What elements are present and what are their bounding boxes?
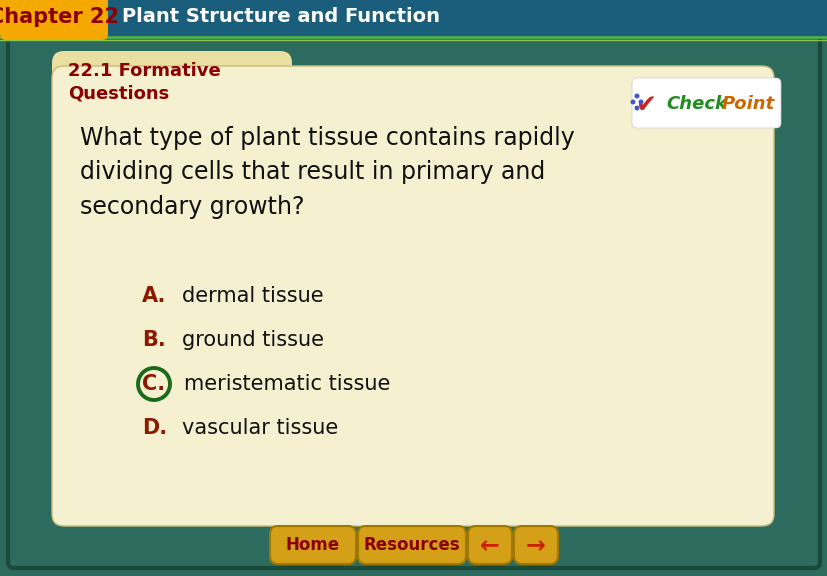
- Text: Check: Check: [665, 95, 726, 113]
- Text: ground tissue: ground tissue: [182, 330, 323, 350]
- Text: 22.1 Formative
Questions: 22.1 Formative Questions: [68, 62, 221, 103]
- Text: vascular tissue: vascular tissue: [182, 418, 338, 438]
- Circle shape: [633, 105, 638, 111]
- FancyBboxPatch shape: [52, 66, 773, 526]
- Text: A.: A.: [141, 286, 166, 306]
- Circle shape: [629, 100, 635, 104]
- Text: Plant Structure and Function: Plant Structure and Function: [122, 7, 439, 26]
- Circle shape: [638, 100, 643, 104]
- FancyBboxPatch shape: [0, 0, 827, 36]
- FancyBboxPatch shape: [52, 51, 292, 131]
- Text: ✔: ✔: [635, 93, 656, 117]
- Text: Point: Point: [721, 95, 774, 113]
- Text: D.: D.: [141, 418, 167, 438]
- FancyBboxPatch shape: [270, 526, 356, 564]
- Text: What type of plant tissue contains rapidly
dividing cells that result in primary: What type of plant tissue contains rapid…: [80, 126, 574, 219]
- FancyBboxPatch shape: [631, 78, 780, 128]
- FancyBboxPatch shape: [357, 526, 466, 564]
- Text: C.: C.: [142, 374, 165, 394]
- Text: Home: Home: [285, 536, 340, 554]
- Text: Chapter 22: Chapter 22: [0, 7, 119, 27]
- Text: meristematic tissue: meristematic tissue: [184, 374, 390, 394]
- Circle shape: [633, 93, 638, 98]
- Text: Resources: Resources: [363, 536, 460, 554]
- FancyBboxPatch shape: [467, 526, 511, 564]
- Text: →: →: [525, 533, 545, 557]
- FancyBboxPatch shape: [514, 526, 557, 564]
- FancyBboxPatch shape: [8, 10, 819, 568]
- FancyBboxPatch shape: [0, 0, 108, 40]
- Text: B.: B.: [141, 330, 165, 350]
- Text: ←: ←: [480, 533, 500, 557]
- Text: dermal tissue: dermal tissue: [182, 286, 323, 306]
